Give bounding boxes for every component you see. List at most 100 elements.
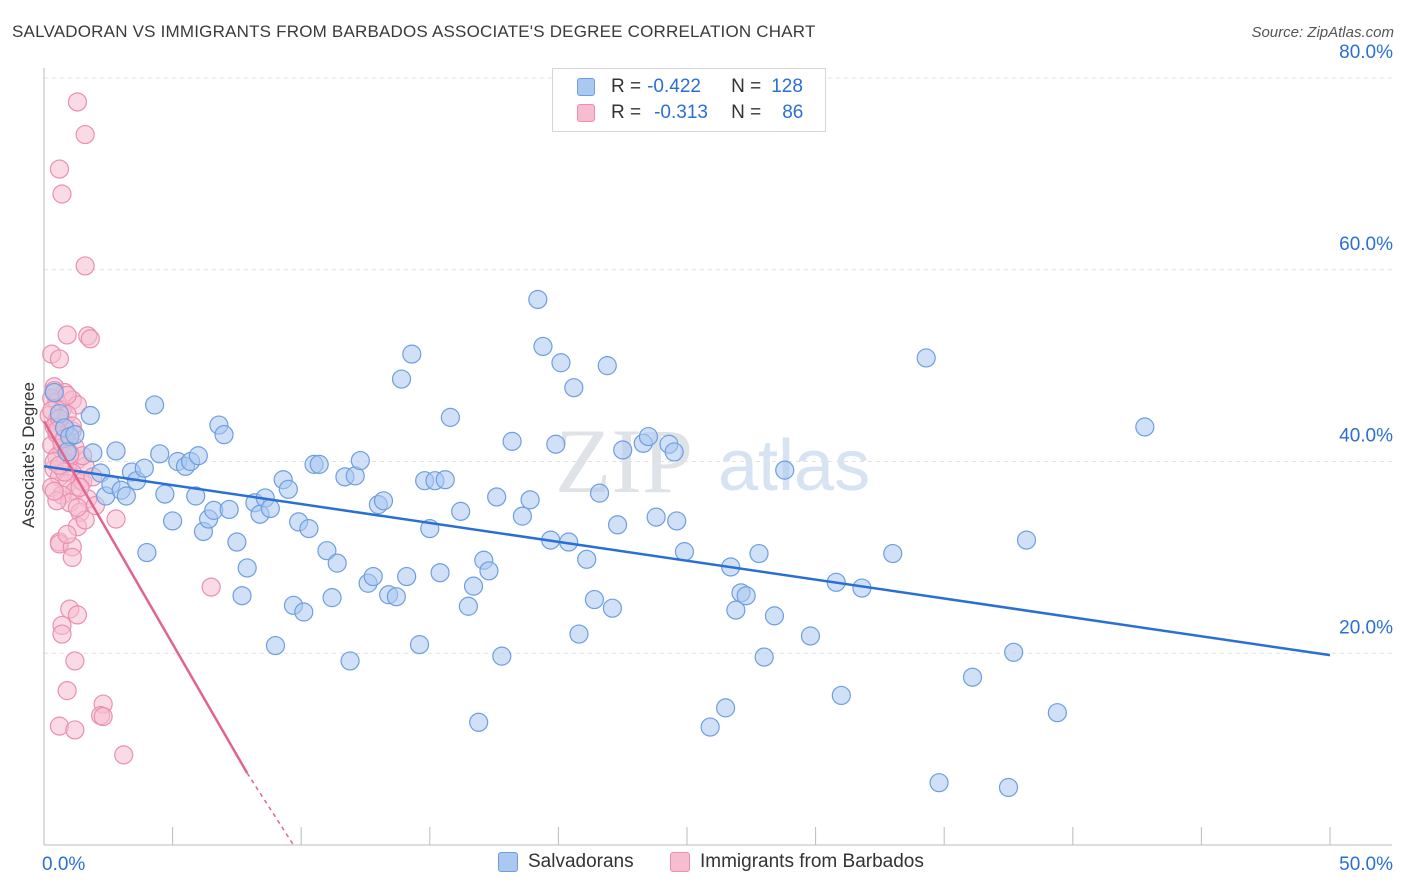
salvadoran-point (775, 460, 795, 480)
salvadoran-point (322, 588, 342, 608)
salvadoran-point (214, 425, 234, 445)
salvadoran-points (44, 289, 1155, 798)
barbados-point (65, 720, 85, 740)
salvadoran-point (564, 378, 584, 398)
salvadoran-point (232, 586, 252, 606)
salvadoran-point (137, 542, 157, 563)
salvadoran-point (65, 425, 85, 445)
salvadoran-point (533, 336, 553, 357)
salvadoran-point (1135, 417, 1155, 437)
tick-labels: 20.0% 40.0% 60.0% 80.0% 0.0% 50.0% (42, 42, 1393, 875)
salvadoran-point (916, 348, 936, 368)
salvadoran-point (715, 698, 736, 718)
salvadoran-point (962, 667, 983, 687)
legend-n-value: 86 (782, 102, 804, 123)
salvadoran-point (373, 491, 394, 511)
barbados-point (57, 325, 77, 345)
salvadoran-point (700, 717, 720, 737)
blue-swatch (577, 78, 595, 96)
barbados-point (93, 706, 113, 727)
salvadoran-point (106, 441, 126, 461)
salvadoran-point (440, 407, 460, 427)
salvadoran-point (674, 542, 695, 562)
salvadoran-point (1016, 530, 1037, 550)
salvadoran-point (309, 454, 329, 474)
salvadoran-point (764, 606, 785, 626)
barbados-point (67, 497, 88, 518)
salvadoran-point (602, 598, 623, 618)
salvadoran-point (667, 511, 687, 531)
salvadoran-point (589, 483, 610, 503)
pink-swatch (670, 852, 690, 872)
salvadoran-point (613, 440, 633, 460)
salvadoran-point (754, 647, 774, 667)
salvadoran-point (397, 566, 417, 587)
y-tick-label: 40.0% (1339, 426, 1393, 447)
salvadoran-point (327, 553, 347, 573)
legend-label-barbados: Immigrants from Barbados (700, 851, 924, 872)
legend-item-barbados: Immigrants from Barbados (670, 851, 924, 873)
salvadoran-point (502, 431, 522, 451)
salvadoran-point (607, 515, 628, 535)
legend-n-label: N = (731, 102, 762, 123)
salvadoran-point (664, 442, 684, 462)
barbados-point (49, 159, 70, 179)
salvadoran-point (736, 586, 756, 606)
salvadoran-point (188, 446, 208, 466)
barbados-trend-extension (246, 772, 295, 846)
blue-swatch (498, 852, 518, 872)
x-tick-label-min: 0.0% (42, 854, 85, 875)
barbados-trend-line (42, 420, 249, 774)
barbados-point (49, 349, 70, 369)
salvadoran-point (265, 635, 286, 656)
salvadoran-point (512, 506, 532, 526)
salvadoran-point (278, 479, 298, 499)
salvadoran-point (237, 558, 257, 578)
legend-r-label: R = (611, 76, 642, 97)
salvadoran-point (520, 490, 540, 510)
salvadoran-point (409, 635, 430, 655)
salvadoran-point (638, 426, 659, 447)
salvadoran-point (186, 486, 206, 506)
salvadoran-point (435, 470, 455, 490)
barbados-point (201, 577, 221, 597)
salvadoran-point (551, 353, 571, 373)
salvadoran-point (487, 487, 507, 507)
legend-r-value: -0.422 (647, 76, 701, 97)
barbados-point (80, 329, 100, 349)
salvadoran-point (219, 499, 239, 520)
x-tick-label-max: 50.0% (1339, 854, 1393, 875)
salvadoran-point (402, 344, 422, 364)
y-axis-label: Associate's Degree (19, 382, 38, 528)
salvadoran-point (80, 405, 100, 426)
salvadoran-point (294, 602, 314, 622)
salvadoran-point (430, 563, 450, 583)
salvadoran-point (227, 532, 247, 552)
salvadoran-point (998, 777, 1019, 798)
salvadoran-point (528, 289, 548, 310)
salvadoran-point (1047, 703, 1067, 723)
source-credit: Source: ZipAtlas.com (1251, 24, 1394, 41)
legend-item-salvadorans: Salvadorans (498, 851, 634, 873)
barbados-point (67, 92, 88, 112)
legend-row-barbados: R = -0.313 N = 86 (553, 100, 803, 126)
salvadoran-point (831, 685, 851, 706)
y-tick-label: 60.0% (1339, 234, 1393, 255)
chart-title: SALVADORAN VS IMMIGRANTS FROM BARBADOS A… (12, 22, 816, 41)
barbados-point (52, 184, 72, 204)
barbados-point (75, 124, 95, 145)
barbados-point (114, 745, 134, 765)
salvadoran-point (150, 444, 170, 464)
salvadoran-trend-line (43, 465, 1331, 657)
salvadoran-point (260, 498, 280, 519)
salvadoran-point (492, 646, 512, 666)
salvadoran-point (83, 443, 103, 463)
barbados-point (62, 547, 82, 567)
salvadoran-point (584, 589, 605, 610)
salvadoran-point (340, 651, 360, 671)
barbados-point (65, 651, 85, 671)
axes (43, 68, 1392, 846)
salvadoran-point (469, 712, 489, 732)
watermark: ZIP atlas (555, 410, 870, 512)
